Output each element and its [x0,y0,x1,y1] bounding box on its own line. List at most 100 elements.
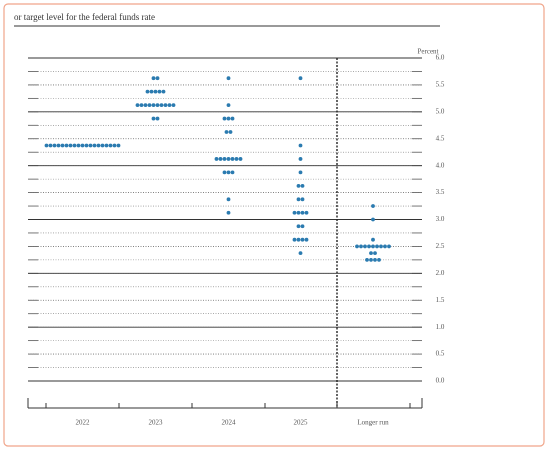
dot [112,143,117,148]
dot [379,244,383,249]
dot [56,143,61,148]
y-tick-label: 2.0 [436,269,445,277]
dot [298,170,303,175]
dot [84,143,89,148]
dot [367,244,371,249]
dot [145,89,150,94]
dot [226,103,231,108]
dot [161,89,166,94]
y-tick-label: 1.5 [436,296,445,304]
dot [108,143,113,148]
dot [52,143,57,148]
dot [224,130,229,134]
dot [230,170,235,175]
dot [60,143,65,148]
dot [292,237,297,242]
dot [44,143,49,148]
dot [365,257,369,262]
dot [88,143,93,148]
dot [296,183,301,188]
dot [296,237,301,242]
dot [167,103,172,108]
dot [371,217,375,222]
dot [383,244,387,249]
y-tick-label: 6.0 [436,54,445,62]
dot [143,103,148,108]
x-tick-label: 2023 [149,419,164,427]
dot [68,143,73,148]
dot [153,89,158,94]
dot [300,210,305,215]
dot [159,103,164,108]
dot [155,103,160,108]
dot [139,103,144,108]
dot [298,251,303,256]
dot [222,170,227,175]
y-tick-label: 0.0 [436,377,445,385]
y-tick-label: 5.5 [436,81,445,89]
dot [363,244,367,249]
y-tick-label: 1.0 [436,323,445,331]
dot [226,210,231,215]
y-tick-label: 4.0 [436,161,445,169]
dot [214,157,219,161]
dot [222,157,227,161]
dot [300,237,305,242]
dot [104,143,109,148]
dot [155,76,160,81]
dot [226,116,231,121]
dot [387,244,391,249]
dot [355,244,359,249]
chart-title: or target level for the federal funds ra… [14,12,155,22]
dot [151,103,156,108]
dot [226,197,231,202]
dot [377,257,381,262]
dot [155,116,160,121]
y-axis-label: Percent [418,48,439,56]
y-tick-label: 4.5 [436,134,445,142]
dot [147,103,152,108]
dot [92,143,97,148]
dot [230,116,235,121]
dot [226,157,231,161]
y-tick-label: 3.0 [436,215,445,223]
dot [222,116,227,121]
dot [135,103,140,108]
y-tick-label: 0.5 [436,350,445,358]
dot [296,210,301,215]
x-tick-label: 2024 [222,419,237,427]
dot [96,143,101,148]
dot [218,157,223,161]
y-tick-label: 5.0 [436,107,445,115]
dot [226,76,231,81]
y-tick-label: 3.5 [436,188,445,196]
frame [3,3,545,447]
dot [296,197,301,202]
dot [373,251,377,256]
x-tick-label: 2022 [76,419,91,427]
dot [238,157,243,161]
dot [298,157,303,161]
dot [292,210,297,215]
dot [48,143,53,148]
dot [371,244,375,249]
dot [116,143,121,148]
dot [375,244,379,249]
dot [149,89,154,94]
dot [64,143,69,148]
dot [171,103,176,108]
dot [369,251,373,256]
dot [151,76,156,81]
dot [80,143,85,148]
dot [76,143,81,148]
dot [300,183,305,188]
dot [304,237,309,242]
dot [300,224,305,229]
dot [72,143,77,148]
dot [296,224,301,229]
dot [151,116,156,121]
dot [226,170,231,175]
dot [100,143,105,148]
dot [369,257,373,262]
dot [230,157,235,161]
